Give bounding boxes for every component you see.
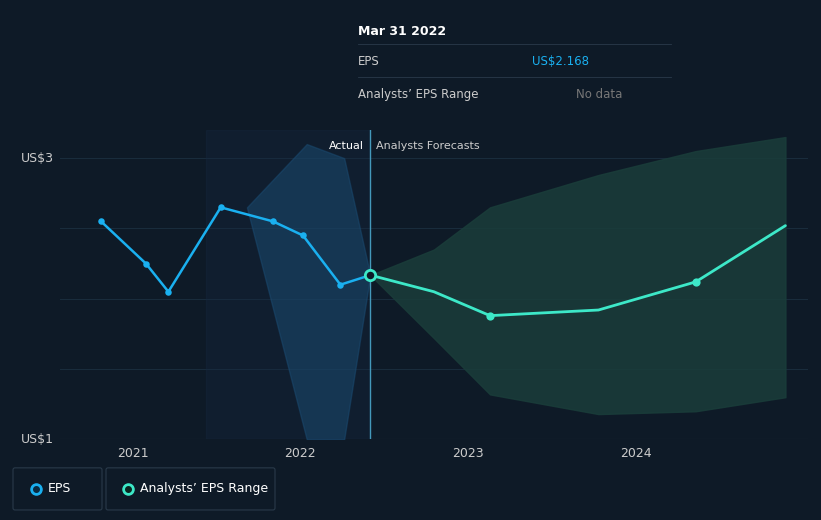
FancyBboxPatch shape [13, 468, 102, 510]
Point [296, 231, 310, 240]
Bar [206, 130, 370, 439]
Text: EPS: EPS [358, 55, 379, 68]
Text: Analysts’ EPS Range: Analysts’ EPS Range [140, 483, 268, 496]
FancyBboxPatch shape [106, 468, 275, 510]
Text: US$2.168: US$2.168 [531, 55, 589, 68]
Text: 2024: 2024 [620, 447, 652, 460]
Text: US$1: US$1 [21, 433, 54, 446]
Text: No data: No data [576, 87, 622, 100]
Text: 2022: 2022 [284, 447, 316, 460]
Point [94, 217, 108, 226]
Text: Mar 31 2022: Mar 31 2022 [358, 25, 446, 38]
Text: Analysts’ EPS Range: Analysts’ EPS Range [358, 87, 478, 100]
Point [267, 217, 280, 226]
Point [364, 271, 377, 279]
Text: Analysts Forecasts: Analysts Forecasts [376, 141, 480, 151]
Point [484, 311, 497, 320]
Text: Actual: Actual [329, 141, 365, 151]
Text: EPS: EPS [48, 483, 71, 496]
Point [334, 281, 347, 289]
Text: US$3: US$3 [21, 152, 54, 165]
Point [140, 259, 153, 268]
Point [162, 288, 175, 296]
Text: 2021: 2021 [117, 447, 149, 460]
Point [689, 278, 702, 286]
Text: 2023: 2023 [452, 447, 484, 460]
Point [214, 203, 227, 212]
